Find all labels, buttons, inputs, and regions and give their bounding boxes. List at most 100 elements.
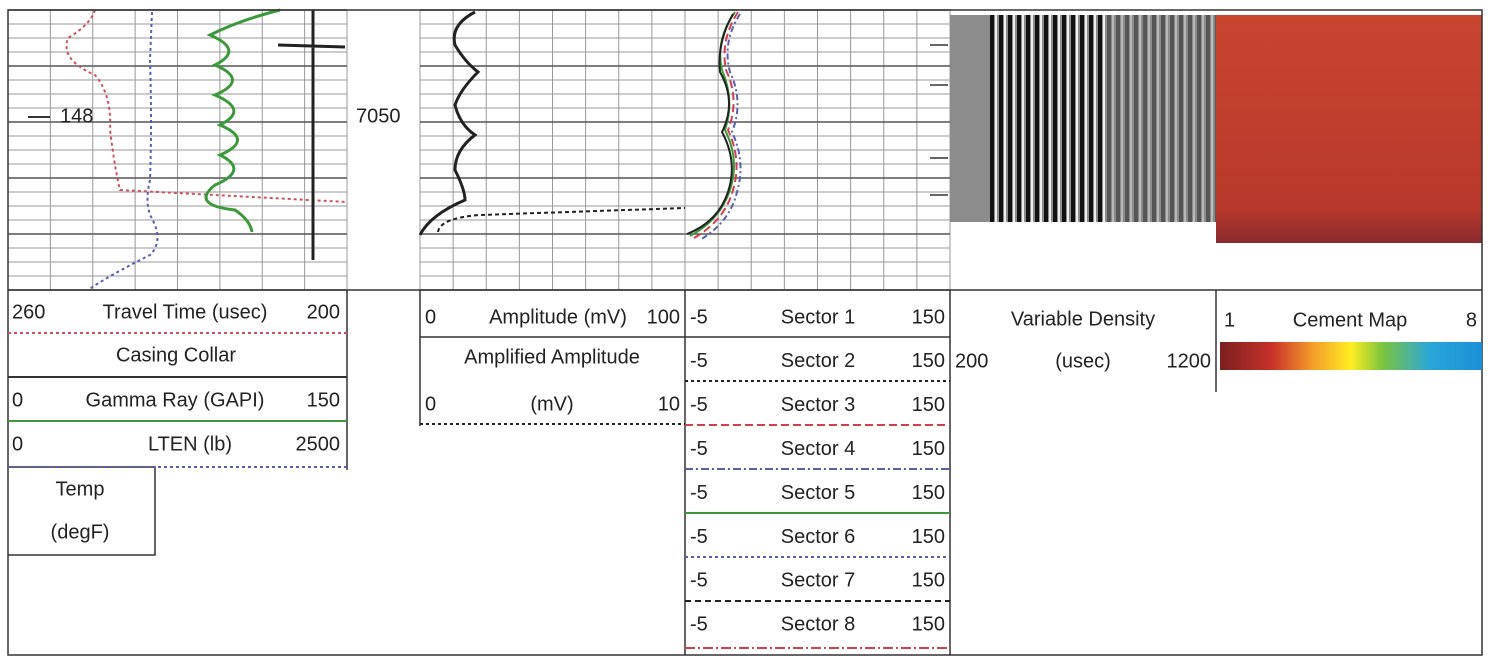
curve-keys: [8, 332, 950, 649]
vdl-band: [1130, 15, 1132, 222]
vdl-band: [1103, 15, 1105, 222]
vdl-band: [1157, 15, 1159, 222]
vdl-band: [1089, 15, 1093, 222]
scale-max: 1200: [1167, 350, 1212, 372]
scale-max: 150: [912, 438, 945, 460]
vdl-band: [1148, 15, 1150, 222]
depth-label: 148: [60, 105, 93, 127]
scale-min: -5: [690, 614, 708, 636]
scale-max: 150: [912, 394, 945, 416]
amplitude-curve: [418, 10, 481, 236]
vdl-band: [1161, 15, 1165, 222]
vdl-band: [1112, 15, 1114, 222]
vdl-band: [1202, 15, 1204, 222]
cement-map-image: [1216, 15, 1482, 243]
scale-min: -5: [690, 350, 708, 372]
scale-max: 150: [912, 570, 945, 592]
vdl-band: [1116, 15, 1120, 222]
vdl-band: [1022, 15, 1024, 222]
curve-name: Amplitude (mV): [489, 306, 627, 328]
vdl-band: [1067, 15, 1069, 222]
vdl-band: [1013, 15, 1015, 222]
vdl-band: [1125, 15, 1129, 222]
vdl-band: [1193, 15, 1195, 222]
vdl-band: [999, 15, 1003, 222]
header-borders: [8, 290, 1217, 655]
scale-min: 0: [425, 306, 436, 328]
vdl-band: [1139, 15, 1141, 222]
vdl-band: [1058, 15, 1060, 222]
vdl-band: [1121, 15, 1123, 222]
curve-name: Temp: [56, 478, 105, 500]
sector-curves: [686, 11, 742, 241]
vdl-band: [1080, 15, 1084, 222]
curve-name: Sector 4: [781, 438, 855, 460]
vdl-band: [990, 15, 994, 222]
cement-colorbar: [1220, 342, 1482, 370]
grid: [7, 9, 951, 291]
scale-max: 150: [912, 350, 945, 372]
curve-name: Sector 8: [781, 614, 855, 636]
vdl-band: [1004, 15, 1006, 222]
scale-max: 200: [307, 301, 340, 323]
curve-name: Sector 6: [781, 526, 855, 548]
scale-max: 10: [658, 393, 680, 415]
vdl-band: [1206, 15, 1210, 222]
vdl-band: [1040, 15, 1042, 222]
scale-max: 8: [1466, 309, 1477, 331]
vdl-band: [1044, 15, 1048, 222]
vdl-band: [1094, 15, 1096, 222]
vdl-band: [1085, 15, 1087, 222]
depth-label: 7050: [356, 105, 401, 127]
vdl-band: [1143, 15, 1147, 222]
vdl-band: [1197, 15, 1201, 222]
curve-name: Amplified Amplitude: [464, 346, 640, 368]
scale-max: 2500: [296, 433, 341, 455]
scale-min: -5: [690, 526, 708, 548]
scale-max: 150: [912, 306, 945, 328]
curve-name: Gamma Ray (GAPI): [86, 389, 265, 411]
vdl-band: [1175, 15, 1177, 222]
scale-min: 0: [12, 433, 23, 455]
scale-min: -5: [690, 306, 708, 328]
track3-ticks: [930, 44, 948, 196]
curve-unit: (usec): [1055, 350, 1111, 372]
vdl-band: [1017, 15, 1021, 222]
scale-max: 150: [912, 614, 945, 636]
vdl-band: [1107, 15, 1111, 222]
scale-min: 260: [12, 301, 45, 323]
scale-min: -5: [690, 482, 708, 504]
vdl-band: [1035, 15, 1039, 222]
scale-min: 0: [425, 393, 436, 415]
amplified-amplitude-curve: [437, 207, 686, 233]
vdl-band: [1062, 15, 1066, 222]
curve-name: Variable Density: [1011, 308, 1155, 330]
vdl-band: [1211, 15, 1213, 222]
curve-name: Sector 5: [781, 482, 855, 504]
vdl-band: [995, 15, 997, 222]
scale-max: 150: [912, 526, 945, 548]
curve-name: Sector 7: [781, 570, 855, 592]
scale-min: -5: [690, 570, 708, 592]
travel-time-curve: [65, 9, 348, 203]
curve-unit: (mV): [530, 393, 573, 415]
vdl-bands: [990, 15, 1222, 222]
vdl-band: [1049, 15, 1051, 222]
scale-min: 200: [955, 350, 988, 372]
scale-min: -5: [690, 438, 708, 460]
curve-name: Travel Time (usec): [103, 301, 268, 323]
vdl-band: [1184, 15, 1186, 222]
curve-name: Sector 2: [781, 350, 855, 372]
scale-min: 1: [1224, 309, 1235, 331]
vdl-band: [1152, 15, 1156, 222]
vdl-band: [1031, 15, 1033, 222]
vdl-band: [1076, 15, 1078, 222]
vdl-band: [1071, 15, 1075, 222]
scale-max: 150: [307, 389, 340, 411]
scale-max: 150: [912, 482, 945, 504]
vdl-band: [1179, 15, 1183, 222]
curve-name: Casing Collar: [116, 344, 236, 366]
curve-name: Cement Map: [1293, 309, 1408, 331]
scale-max: 100: [647, 306, 680, 328]
